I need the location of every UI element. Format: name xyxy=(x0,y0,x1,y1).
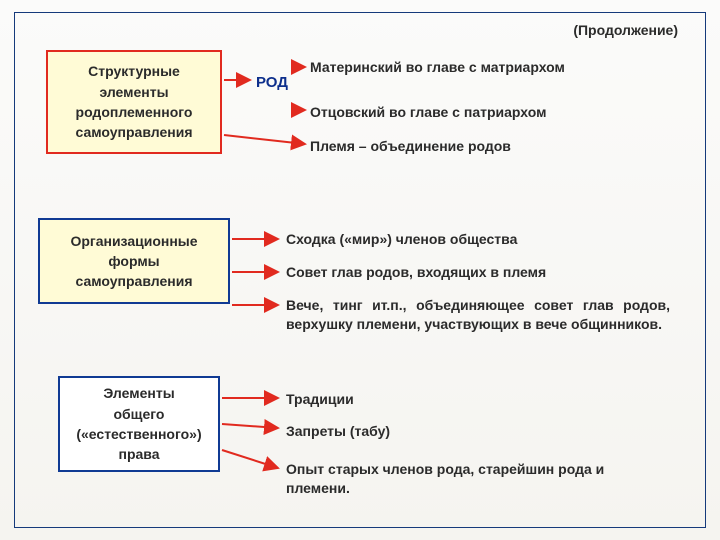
arrows-layer xyxy=(0,0,720,540)
slide: (Продолжение) Структурныеэлементыродопле… xyxy=(0,0,720,540)
arrow xyxy=(224,135,305,144)
arrow xyxy=(222,424,278,428)
arrow xyxy=(222,450,278,468)
